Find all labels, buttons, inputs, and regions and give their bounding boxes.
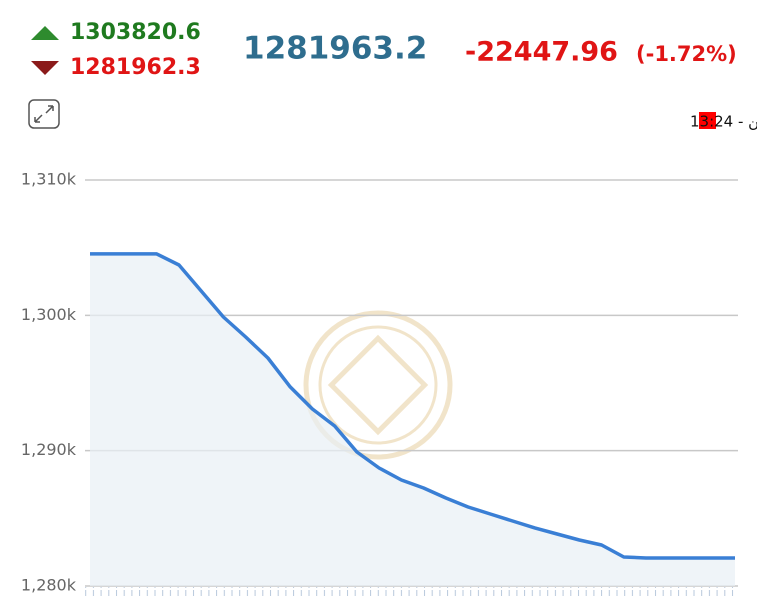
expand-icon[interactable] bbox=[34, 105, 54, 123]
down-arrow bbox=[31, 61, 59, 75]
change-percent: (-1.72%) bbox=[636, 42, 737, 66]
last-value: 1281963.2 bbox=[243, 31, 427, 67]
line bbox=[90, 252, 735, 560]
y-tick-label: 1,290k bbox=[21, 440, 77, 459]
watermark bbox=[303, 310, 453, 460]
expand-box[interactable] bbox=[28, 99, 60, 129]
update-text: بروزرسانی آمار:17 بهمن - 13:24 bbox=[690, 113, 757, 131]
y-tick-label: 1,300k bbox=[21, 305, 77, 324]
up-arrow bbox=[31, 26, 59, 40]
x-axis-decoration bbox=[85, 587, 738, 596]
watermark-ring bbox=[318, 325, 438, 445]
watermark-star bbox=[327, 334, 429, 436]
y-tick-label: 1,280k bbox=[21, 576, 77, 595]
area-fill bbox=[90, 253, 735, 586]
change-value: -22447.96 bbox=[465, 37, 618, 68]
legend-square bbox=[699, 112, 716, 129]
high-value: 1303820.6 bbox=[70, 20, 201, 45]
low-value: 1281962.3 bbox=[70, 55, 201, 80]
plot: 1,280k 1,290k 1,300k 1,310k bbox=[21, 170, 738, 595]
y-tick-label: 1,310k bbox=[21, 170, 77, 189]
watermark-ring bbox=[303, 310, 453, 460]
expand-button[interactable] bbox=[28, 99, 60, 129]
